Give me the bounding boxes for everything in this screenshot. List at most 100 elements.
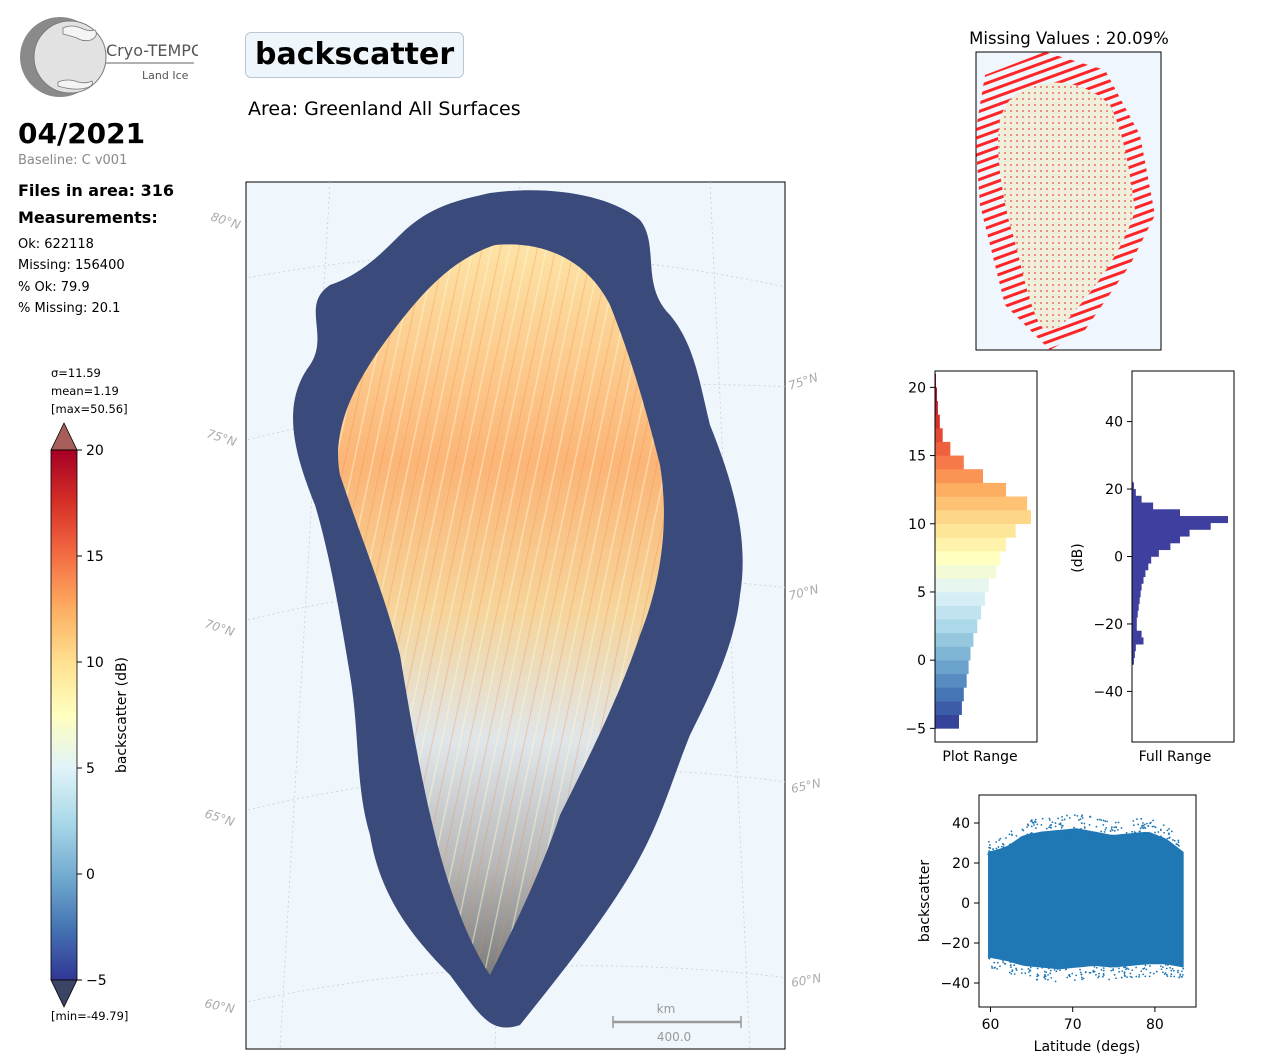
scatter-point	[1045, 827, 1048, 830]
scatter-point	[1081, 978, 1084, 981]
scatter-point	[995, 847, 998, 850]
lat-label-right: 60°N	[790, 971, 822, 990]
histogram-bar	[935, 482, 1007, 497]
scatter-point	[1125, 831, 1128, 834]
scatter-latitude-backscatter: −40 −20 0 20 40 60 70 80 Latitude (degs) backsc…	[917, 794, 1197, 1055]
scatter-point	[1166, 975, 1169, 978]
scatter-point	[1054, 967, 1057, 970]
scatter-point	[1095, 966, 1098, 969]
histogram-bar	[1132, 644, 1136, 652]
scatter-point	[1059, 823, 1062, 826]
scatter-point	[988, 850, 991, 852]
scatter-point	[1029, 966, 1032, 969]
scatter-point	[1043, 831, 1045, 834]
scatter-point	[1178, 844, 1180, 847]
area-label: Area: Greenland All Surfaces	[248, 98, 521, 120]
scatter-point	[1117, 821, 1120, 824]
scatter-density-band	[988, 828, 1184, 970]
scatter-point	[1015, 961, 1017, 964]
scatter-point	[1089, 816, 1092, 819]
scatter-point	[1044, 975, 1047, 978]
scatter-point	[1026, 823, 1029, 826]
scatter-point	[1154, 834, 1157, 837]
scatter-point	[1137, 833, 1140, 836]
histogram-bar	[935, 510, 1031, 525]
scatter-point	[1048, 966, 1051, 969]
missing-values-map: Missing Values : 20.09%	[969, 29, 1169, 351]
scatter-point	[1140, 817, 1143, 820]
colorbar-tick-label: 5	[86, 761, 95, 777]
colorbar-tick-label: −5	[86, 973, 107, 989]
scatter-point	[1168, 832, 1170, 835]
scale-bar: km 400.0	[612, 1002, 742, 1044]
scatter-point	[1172, 969, 1175, 972]
scatter-point	[1036, 978, 1039, 981]
y-tick-label: 0	[961, 896, 970, 912]
histogram-bar	[935, 605, 982, 620]
scatter-point	[1096, 818, 1099, 821]
y-tick-label: 0	[1114, 550, 1123, 566]
scatter-point	[1064, 964, 1067, 967]
scatter-point	[1123, 966, 1125, 969]
scatter-point	[1021, 836, 1024, 838]
scatter-point	[1068, 816, 1071, 819]
scatter-point	[1144, 975, 1147, 978]
scatter-point	[1138, 834, 1141, 837]
histogram-bar	[1132, 482, 1134, 490]
scatter-point	[1083, 826, 1086, 829]
scatter-point	[1024, 972, 1027, 975]
scatter-point	[1083, 822, 1086, 825]
histogram-bar	[1132, 576, 1144, 584]
scatter-point	[1145, 822, 1148, 825]
scatter-point	[1011, 834, 1013, 836]
y-tick-label: 10	[908, 517, 926, 533]
scatter-point	[1153, 836, 1156, 839]
scatter-point	[1132, 824, 1135, 827]
scatter-point	[1159, 965, 1162, 968]
scatter-point	[1177, 969, 1179, 972]
x-tick-label: 60	[982, 1017, 1000, 1033]
scatter-point	[1098, 975, 1100, 978]
scatter-point	[1138, 973, 1141, 976]
scatter-point	[1068, 973, 1071, 976]
histogram-bar	[935, 401, 938, 415]
scatter-point	[1048, 817, 1051, 820]
scatter-point	[1111, 829, 1114, 832]
histogram-bar	[935, 414, 940, 429]
histogram-bar	[1132, 502, 1154, 510]
scatter-point	[1003, 958, 1005, 961]
scatter-point	[1100, 830, 1103, 833]
scatter-point	[1144, 964, 1147, 967]
x-tick-label: 80	[1146, 1017, 1164, 1033]
logo-sub-text: Land Ice	[142, 69, 189, 82]
scatter-point	[1175, 843, 1178, 845]
scatter-point	[1043, 970, 1046, 973]
histogram-bar	[935, 701, 962, 716]
scatter-point	[995, 956, 998, 959]
histogram-bar	[1132, 610, 1138, 618]
scatter-point	[1134, 832, 1137, 834]
scatter-point	[1054, 822, 1057, 824]
scatter-point	[1129, 972, 1132, 975]
scatter-point	[1036, 973, 1039, 976]
scatter-point	[1176, 843, 1179, 846]
scatter-point	[1061, 819, 1064, 822]
scatter-point	[1113, 973, 1116, 976]
scatter-point	[1153, 825, 1155, 828]
scatter-point	[1136, 818, 1138, 821]
scatter-point	[1141, 961, 1144, 964]
scatter-point	[1010, 843, 1013, 846]
scatter-point	[1177, 841, 1180, 844]
scatter-point	[1105, 826, 1108, 829]
ok-count: Ok: 622118	[18, 237, 94, 252]
pct-ok: % Ok: 79.9	[18, 280, 90, 295]
histogram-bar	[1132, 509, 1180, 517]
scatter-point	[1173, 839, 1176, 842]
scatter-point	[1182, 967, 1185, 970]
colorbar-gradient	[50, 449, 78, 981]
scatter-point	[1114, 821, 1117, 824]
scatter-point	[1033, 820, 1036, 823]
scatter-point	[1015, 834, 1018, 837]
scatter-point	[1102, 967, 1105, 969]
y-tick-label: 20	[908, 380, 926, 396]
